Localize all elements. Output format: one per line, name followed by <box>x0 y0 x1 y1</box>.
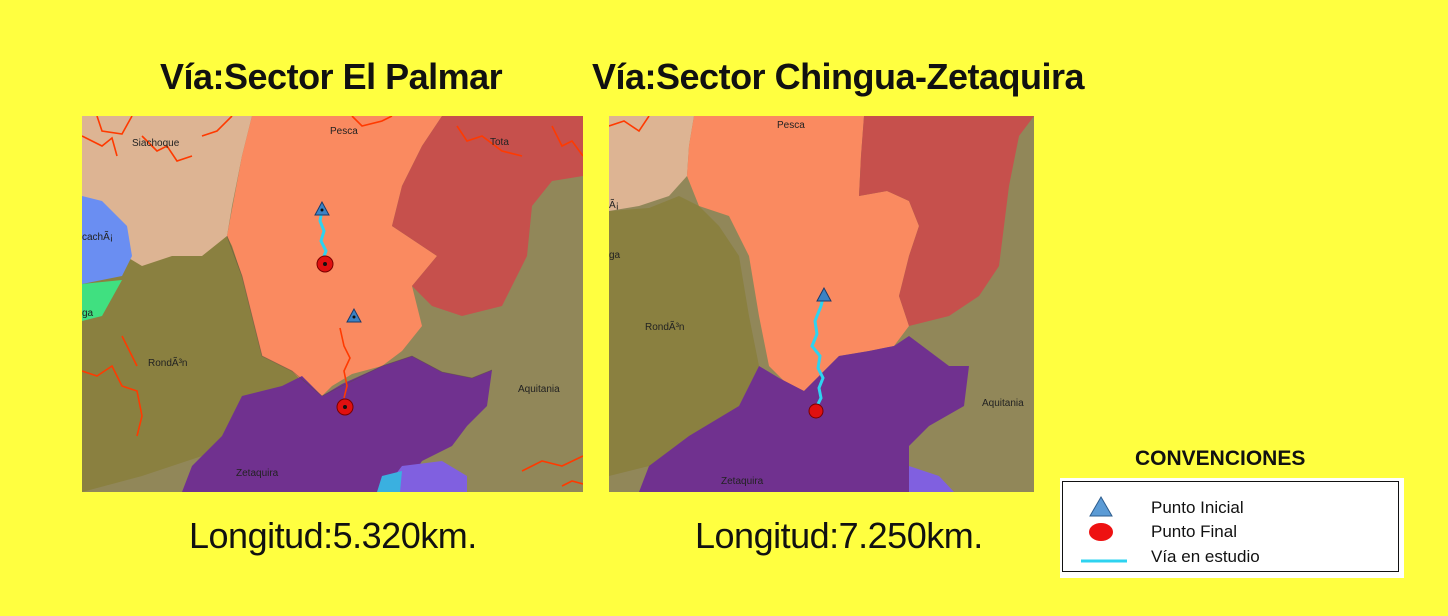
label-aquitania: Aquitania <box>518 384 560 395</box>
region-pesca <box>227 116 442 396</box>
road-network <box>82 116 583 487</box>
region-pesca <box>687 116 919 391</box>
label-ga: ga <box>609 250 621 261</box>
legend-label-road: Vía en estudio <box>1151 547 1260 566</box>
label-pesca: Pesca <box>777 120 805 131</box>
label-aquitania: Aquitania <box>982 398 1024 409</box>
region-blue <box>82 196 132 284</box>
label-cucha: cachÃ¡ <box>82 230 113 243</box>
cyan-line-icon <box>1081 559 1127 563</box>
start-point-2 <box>346 307 362 323</box>
triangle-icon <box>1089 496 1113 517</box>
label-zetaquira: Zetaquira <box>721 476 764 487</box>
legend-item-start: Punto Inicial <box>1063 496 1398 518</box>
legend-label-end: Punto Final <box>1151 522 1237 541</box>
end-point-1 <box>316 255 334 273</box>
end-point <box>808 403 824 419</box>
label-rondon: RondÃ³n <box>645 320 684 333</box>
label-pesca: Pesca <box>330 126 358 137</box>
region-tota <box>859 116 1034 326</box>
label-a: Ã¡ <box>609 198 619 211</box>
region-siachoque <box>609 116 694 211</box>
region-green <box>82 280 122 321</box>
study-road-chingua <box>810 293 826 409</box>
label-ga: ga <box>82 308 94 319</box>
map-el-palmar: Siachoque Pesca Tota cachÃ¡ ga RondÃ³n A… <box>82 116 583 492</box>
label-rondon: RondÃ³n <box>148 356 187 369</box>
label-zetaquira: Zetaquira <box>236 468 279 479</box>
legend-title: CONVENCIONES <box>1135 447 1306 470</box>
length-el-palmar: Longitud:5.320km. <box>189 515 477 556</box>
map-chingua-zetaquira: Pesca Ã¡ ga RondÃ³n Aquitania Zetaquira <box>609 116 1034 492</box>
start-point <box>816 286 832 302</box>
study-road-el-palmar <box>318 210 328 262</box>
red-circle-icon <box>1089 523 1113 541</box>
region-rondon <box>609 196 759 476</box>
legend-item-end: Punto Final <box>1063 520 1398 542</box>
start-point-1 <box>314 200 330 216</box>
label-siachoque: Siachoque <box>132 138 180 149</box>
road-network <box>609 116 650 133</box>
legend: Punto Inicial Punto Final Vía en estudio <box>1060 478 1404 578</box>
region-zetaquira <box>182 356 492 492</box>
region-zetaquira <box>639 336 969 492</box>
map-title-el-palmar: Vía:Sector El Palmar <box>160 56 503 97</box>
legend-item-road: Vía en estudio <box>1063 545 1398 567</box>
label-tota: Tota <box>490 137 509 148</box>
legend-label-start: Punto Inicial <box>1151 498 1244 517</box>
map-title-chingua-zetaquira: Vía:Sector Chingua-Zetaquira <box>592 56 1085 97</box>
region-tota <box>392 116 583 316</box>
length-chingua-zetaquira: Longitud:7.250km. <box>695 515 983 556</box>
end-point-2 <box>336 398 354 416</box>
